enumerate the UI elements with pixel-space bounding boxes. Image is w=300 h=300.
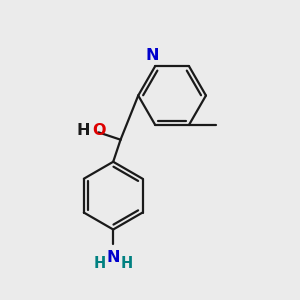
Text: O: O	[93, 123, 106, 138]
Text: H: H	[94, 256, 106, 271]
Text: H: H	[76, 123, 90, 138]
Text: N: N	[106, 250, 120, 265]
Text: H: H	[120, 256, 133, 271]
Text: N: N	[146, 48, 159, 63]
